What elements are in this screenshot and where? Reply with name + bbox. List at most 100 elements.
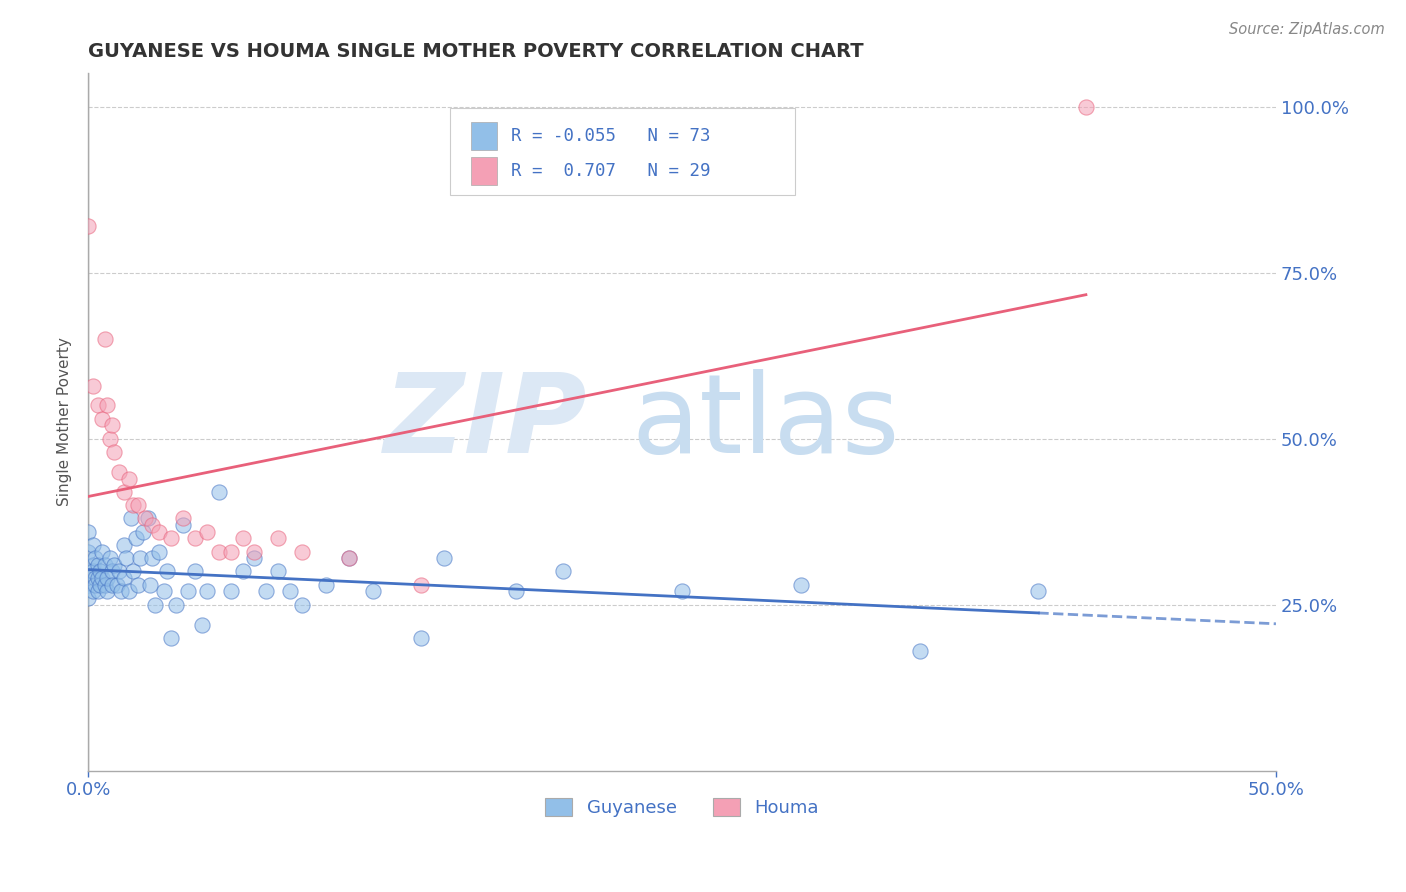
Point [139, 578, 162, 592]
Point [254, 584, 277, 599]
Point [77, 524, 100, 539]
Point [134, 511, 156, 525]
Point [219, 584, 242, 599]
Point [96, 571, 118, 585]
Point [110, 584, 132, 599]
Point [89, 565, 111, 579]
Point [82, 584, 104, 599]
Point [232, 531, 254, 545]
Point [86, 399, 108, 413]
Point [105, 578, 128, 592]
Legend: Guyanese, Houma: Guyanese, Houma [538, 790, 827, 824]
Point [267, 531, 290, 545]
Point [91, 544, 114, 558]
Point [291, 598, 314, 612]
Point [143, 598, 166, 612]
Point [94, 558, 117, 572]
Point [153, 584, 176, 599]
FancyBboxPatch shape [450, 108, 794, 195]
Point [132, 524, 155, 539]
Point [101, 565, 124, 579]
Point [96, 399, 118, 413]
Point [195, 584, 218, 599]
Point [291, 544, 314, 558]
Point [671, 584, 693, 599]
Text: Source: ZipAtlas.com: Source: ZipAtlas.com [1229, 22, 1385, 37]
Text: GUYANESE VS HOUMA SINGLE MOTHER POVERTY CORRELATION CHART: GUYANESE VS HOUMA SINGLE MOTHER POVERTY … [89, 42, 863, 61]
Point [77, 565, 100, 579]
Point [315, 578, 337, 592]
Point [112, 571, 135, 585]
Point [120, 511, 142, 525]
Point [1074, 100, 1097, 114]
Point [409, 578, 432, 592]
Point [1028, 584, 1050, 599]
Point [172, 518, 194, 533]
Point [98, 551, 121, 566]
Text: R =  0.707   N = 29: R = 0.707 N = 29 [510, 162, 710, 180]
Point [82, 558, 104, 572]
Point [127, 578, 149, 592]
Point [82, 565, 104, 579]
Point [243, 551, 266, 566]
Point [82, 378, 104, 392]
Text: ZIP: ZIP [384, 368, 588, 475]
Point [112, 538, 135, 552]
Point [908, 644, 931, 658]
Point [790, 578, 813, 592]
Point [82, 538, 104, 552]
Point [98, 432, 121, 446]
FancyBboxPatch shape [471, 122, 496, 150]
Point [433, 551, 456, 566]
Point [553, 565, 575, 579]
Point [101, 418, 124, 433]
Point [361, 584, 384, 599]
Point [155, 565, 177, 579]
Point [91, 411, 114, 425]
Point [96, 584, 118, 599]
Point [115, 551, 138, 566]
Point [278, 584, 301, 599]
Point [172, 511, 194, 525]
FancyBboxPatch shape [471, 157, 496, 185]
Point [409, 631, 432, 645]
Point [184, 565, 207, 579]
Point [86, 558, 108, 572]
Point [77, 219, 100, 234]
Point [91, 571, 114, 585]
Point [103, 445, 125, 459]
Point [141, 551, 163, 566]
Point [505, 584, 527, 599]
Point [339, 551, 361, 566]
Point [103, 558, 125, 572]
Point [136, 511, 159, 525]
Point [219, 544, 242, 558]
Point [267, 565, 290, 579]
Point [195, 524, 218, 539]
Point [77, 591, 100, 605]
Point [160, 631, 183, 645]
Point [127, 498, 149, 512]
Point [208, 484, 231, 499]
Point [86, 584, 108, 599]
Point [177, 584, 200, 599]
Point [232, 565, 254, 579]
Point [108, 565, 131, 579]
Point [117, 584, 139, 599]
Point [94, 332, 117, 346]
Point [141, 518, 163, 533]
Point [148, 524, 170, 539]
Text: atlas: atlas [631, 368, 900, 475]
Point [122, 565, 145, 579]
Point [89, 578, 111, 592]
Point [339, 551, 361, 566]
Point [122, 498, 145, 512]
Point [184, 531, 207, 545]
Point [86, 571, 108, 585]
Point [101, 578, 124, 592]
Point [243, 544, 266, 558]
Point [160, 531, 183, 545]
Point [124, 531, 146, 545]
Point [165, 598, 187, 612]
Y-axis label: Single Mother Poverty: Single Mother Poverty [58, 337, 72, 507]
